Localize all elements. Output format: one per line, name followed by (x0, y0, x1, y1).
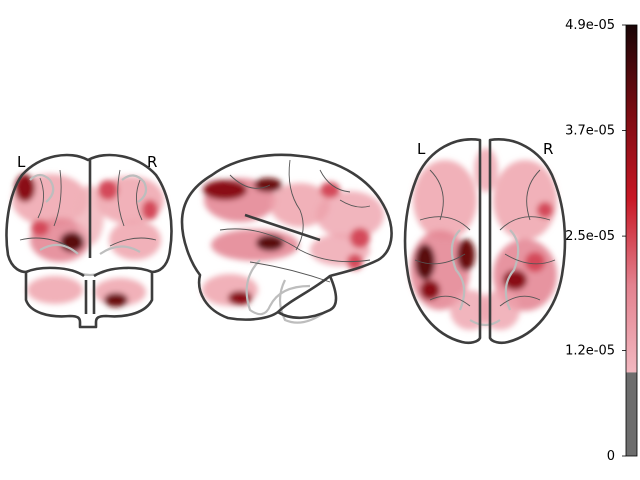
colorbar-below-threshold (626, 372, 637, 456)
axial-left-label: L (417, 140, 426, 158)
colorbar-tick-label: 3.7e-05 (565, 124, 615, 139)
axial-right-hemisphere-outline (488, 138, 567, 345)
sagittal-activation-blobs (202, 178, 384, 306)
sagittal-subcortical-outline (245, 259, 326, 324)
sagittal-brain-outline (180, 153, 393, 321)
coronal-left-label: L (17, 153, 26, 171)
coronal-view: L R (5, 153, 173, 329)
colorbar-ticks: 4.9e-05 3.7e-05 2.5e-05 1.2e-05 0 (565, 18, 626, 464)
sagittal-sulci (219, 159, 371, 283)
axial-right-label: R (543, 140, 553, 158)
axial-view: L R (403, 138, 567, 345)
colorbar-tick-label: 0 (607, 449, 615, 464)
coronal-activation-blobs (12, 174, 164, 307)
axial-sulci (414, 169, 556, 307)
colorbar-frame (625, 24, 638, 457)
axial-activation-blobs (410, 148, 557, 330)
colorbar-tick-label: 4.9e-05 (565, 18, 615, 33)
sagittal-cerebellum-line (277, 274, 331, 313)
axial-subcortical-outline (450, 229, 520, 327)
colorbar-gradient (626, 25, 637, 373)
coronal-sulci (19, 169, 157, 247)
coronal-right-label: R (147, 153, 157, 171)
axial-left-hemisphere-outline (403, 138, 482, 345)
colorbar-tick-label: 2.5e-05 (565, 229, 615, 244)
sagittal-view (180, 153, 393, 324)
coronal-midline (25, 160, 153, 278)
coronal-brain-outline (5, 153, 173, 329)
sagittal-sylvian-fissure (244, 213, 321, 242)
colorbar: 4.9e-05 3.7e-05 2.5e-05 1.2e-05 0 (565, 18, 638, 464)
coronal-cerebellum-split (84, 280, 96, 314)
colorbar-tick-label: 1.2e-05 (565, 343, 615, 358)
